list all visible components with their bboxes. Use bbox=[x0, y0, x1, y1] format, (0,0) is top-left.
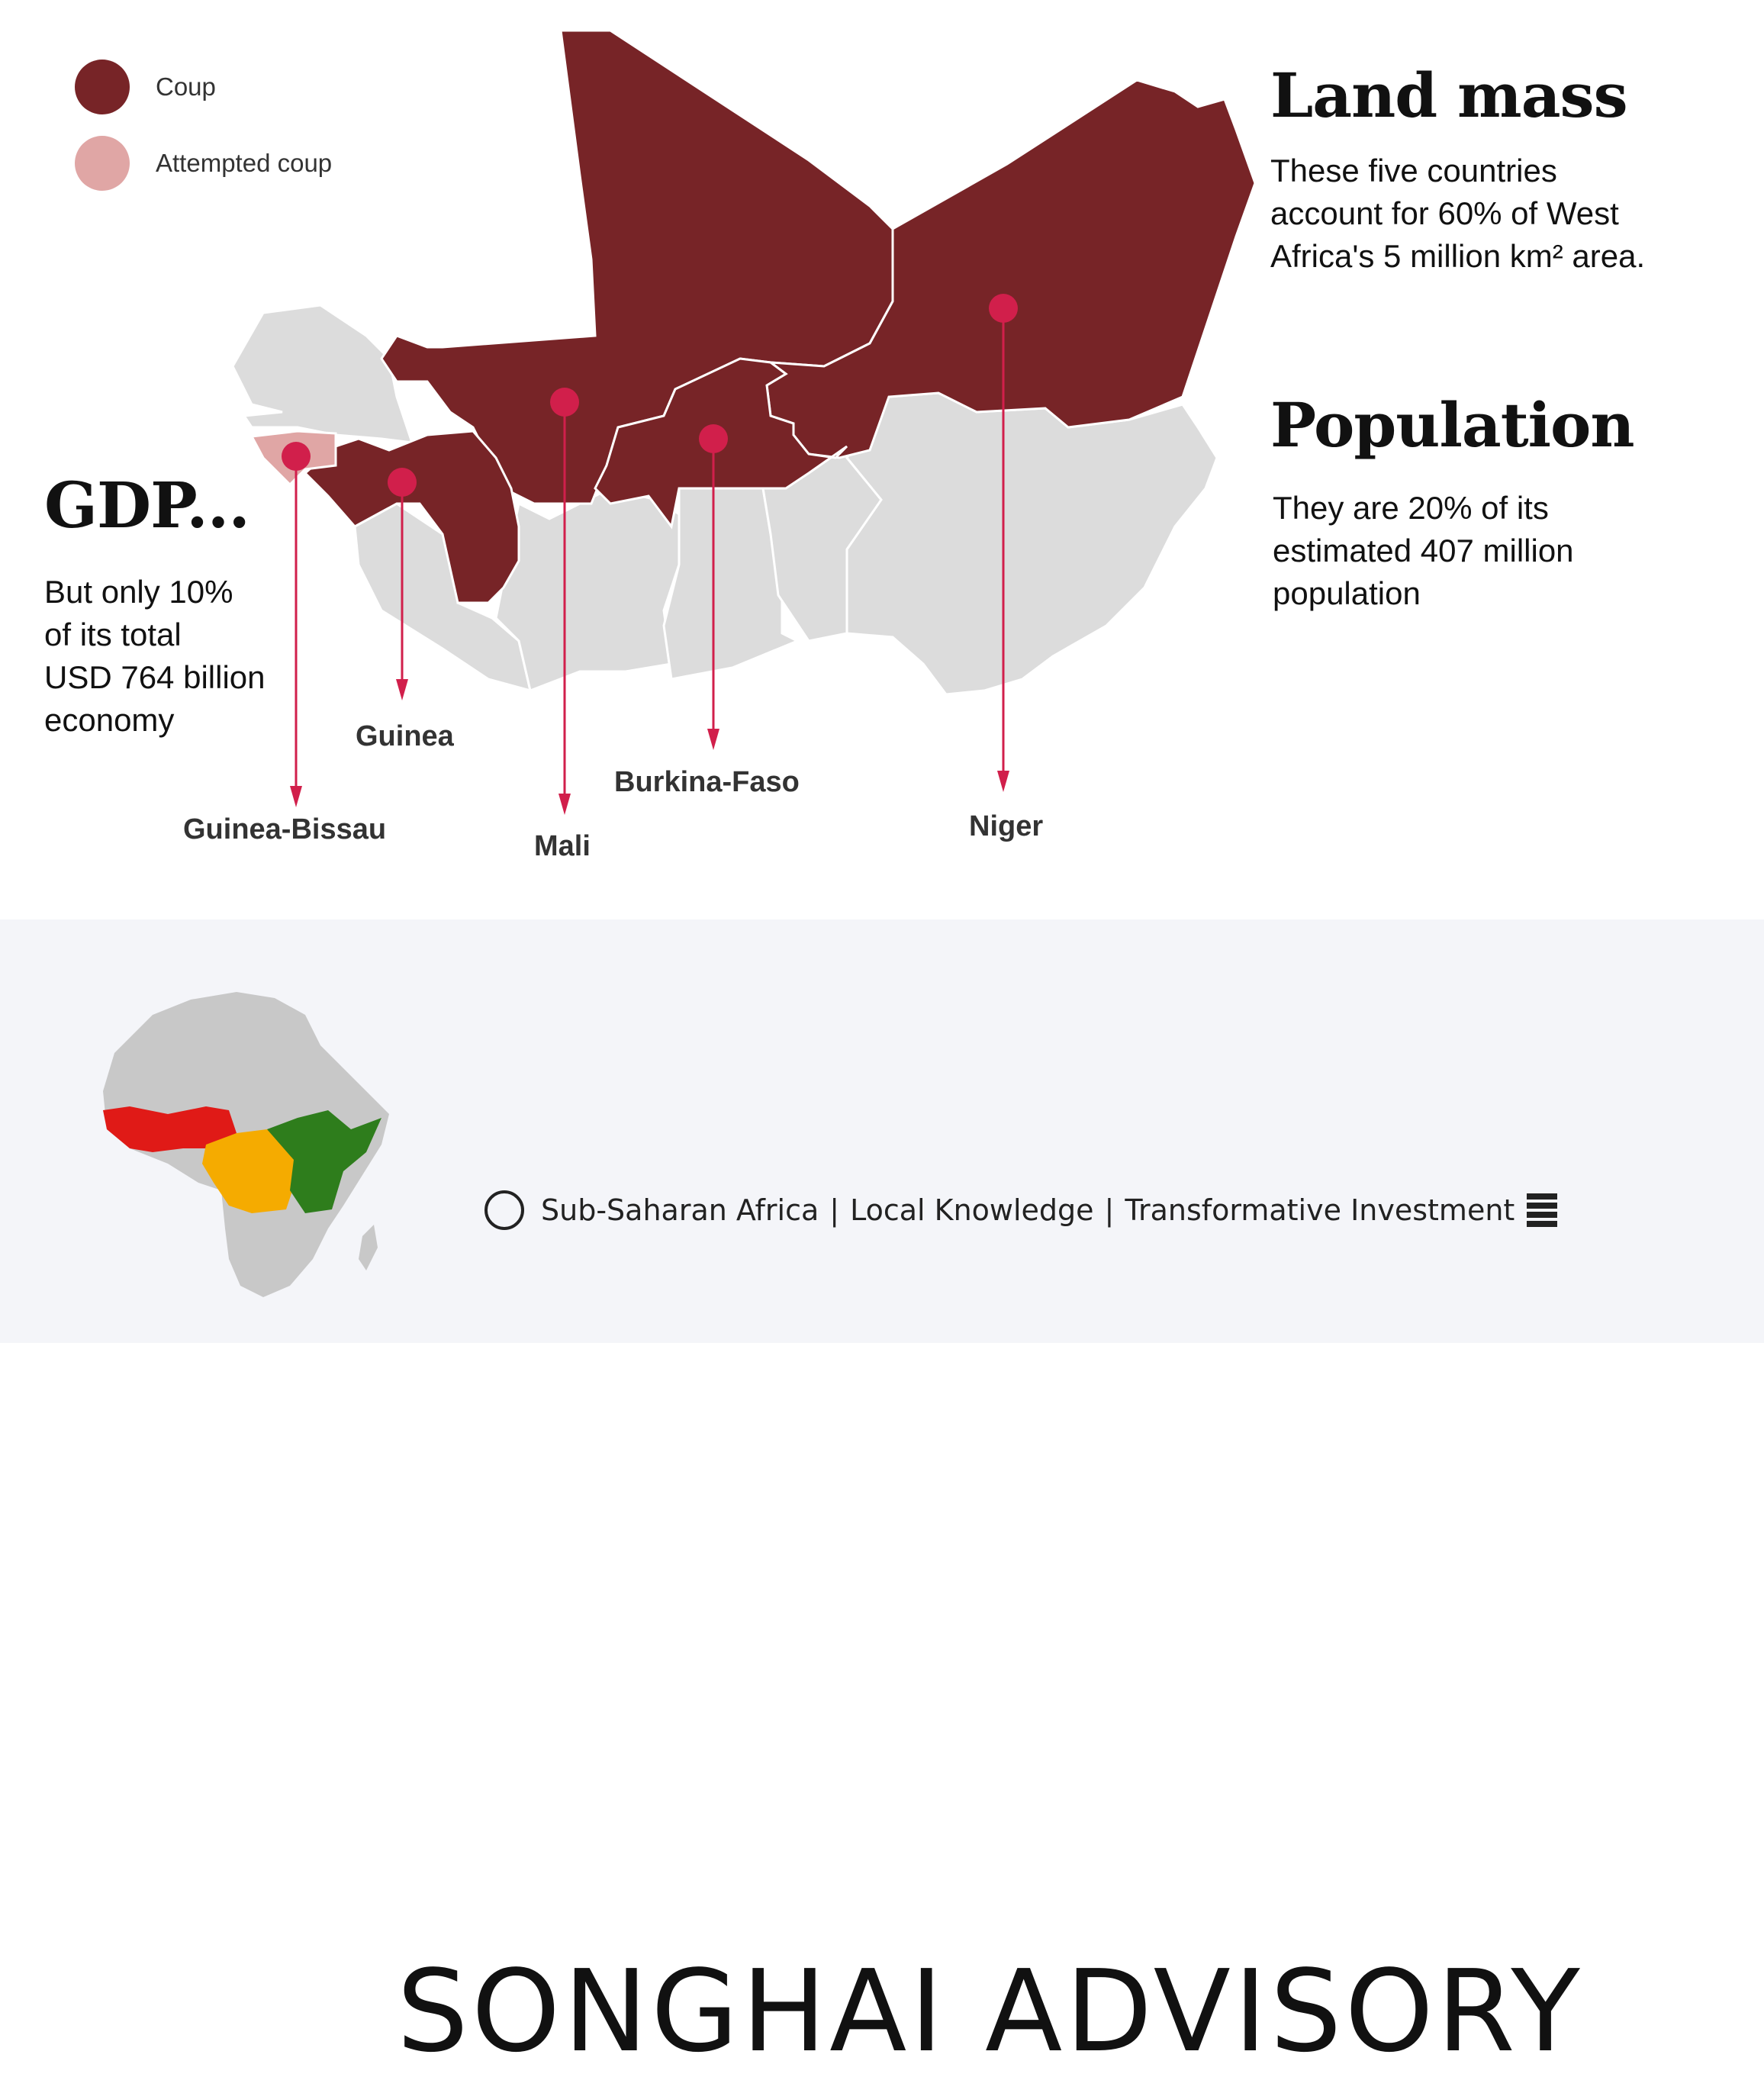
senegal-gambia-region bbox=[231, 304, 414, 444]
mali-marker bbox=[550, 388, 579, 815]
west-africa-region-shape bbox=[103, 1106, 237, 1152]
population-title: Population bbox=[1270, 389, 1635, 461]
gdp-text: But only 10% of its total USD 764 billio… bbox=[44, 571, 266, 742]
east-africa-region-shape bbox=[267, 1110, 381, 1213]
gdp-line: of its total bbox=[44, 617, 182, 652]
niger-marker bbox=[989, 294, 1018, 792]
legend-coup-swatch bbox=[75, 60, 130, 114]
population-text: They are 20% of its estimated 407 millio… bbox=[1273, 487, 1574, 615]
label-niger: Niger bbox=[969, 810, 1044, 842]
label-burkina-faso: Burkina-Faso bbox=[614, 766, 800, 798]
population-line: population bbox=[1273, 575, 1421, 611]
label-guinea: Guinea bbox=[356, 720, 454, 752]
label-mali: Mali bbox=[534, 830, 591, 862]
africa-logo bbox=[103, 992, 389, 1297]
guinea-marker bbox=[388, 468, 417, 700]
land-mass-title: Land mass bbox=[1270, 60, 1628, 131]
land-mass-line: account for 60% of West bbox=[1270, 195, 1619, 231]
population-line: They are 20% of its bbox=[1273, 490, 1549, 526]
label-guinea-bissau: Guinea-Bissau bbox=[183, 813, 387, 845]
tagline-item: Transformative Investment bbox=[1125, 1193, 1515, 1227]
gdp-title: GDP... bbox=[44, 469, 250, 543]
land-mass-line: These five countries bbox=[1270, 153, 1557, 188]
legend-coup-label: Coup bbox=[156, 72, 216, 101]
central-africa-region-shape bbox=[202, 1129, 298, 1213]
madagascar-shape bbox=[359, 1225, 378, 1270]
tagline-separator: | bbox=[829, 1193, 840, 1227]
land-mass-line: Africa's 5 million km² area. bbox=[1270, 238, 1646, 274]
legend-attempted-swatch bbox=[75, 136, 130, 191]
population-line: estimated 407 million bbox=[1273, 533, 1574, 568]
cote-divoire-region bbox=[494, 487, 688, 693]
burkina-faso-marker bbox=[699, 424, 728, 750]
gdp-line: USD 764 billion bbox=[44, 659, 266, 695]
guinea-shape bbox=[303, 430, 520, 604]
tagline: Sub-Saharan Africa | Local Knowledge | T… bbox=[484, 1190, 1558, 1230]
tagline-item: Local Knowledge bbox=[850, 1193, 1094, 1227]
tagline-separator: | bbox=[1104, 1193, 1115, 1227]
stacked-bars-icon bbox=[1527, 1193, 1558, 1227]
legend-attempted-coup: Attempted coup bbox=[75, 136, 332, 191]
gdp-line: But only 10% bbox=[44, 574, 233, 610]
legend-attempted-label: Attempted coup bbox=[156, 149, 333, 177]
footer-branding: SONGHAI ADVISORY Sub-Saharan Africa | Lo… bbox=[0, 919, 1764, 2077]
gear-emblem-icon bbox=[484, 1190, 524, 1230]
nigeria-region bbox=[845, 391, 1218, 696]
gdp-line: economy bbox=[44, 702, 175, 738]
west-africa-map bbox=[231, 29, 1257, 815]
land-mass-text: These five countries account for 60% of … bbox=[1270, 150, 1645, 278]
guinea-bissau-marker bbox=[282, 442, 311, 807]
legend-coup: Coup bbox=[75, 60, 216, 114]
tagline-item: Sub-Saharan Africa bbox=[541, 1193, 819, 1227]
infographic-area: Coup Attempted coup Land mass These five… bbox=[0, 0, 1764, 919]
brand-name: SONGHAI ADVISORY bbox=[397, 1946, 1583, 2077]
